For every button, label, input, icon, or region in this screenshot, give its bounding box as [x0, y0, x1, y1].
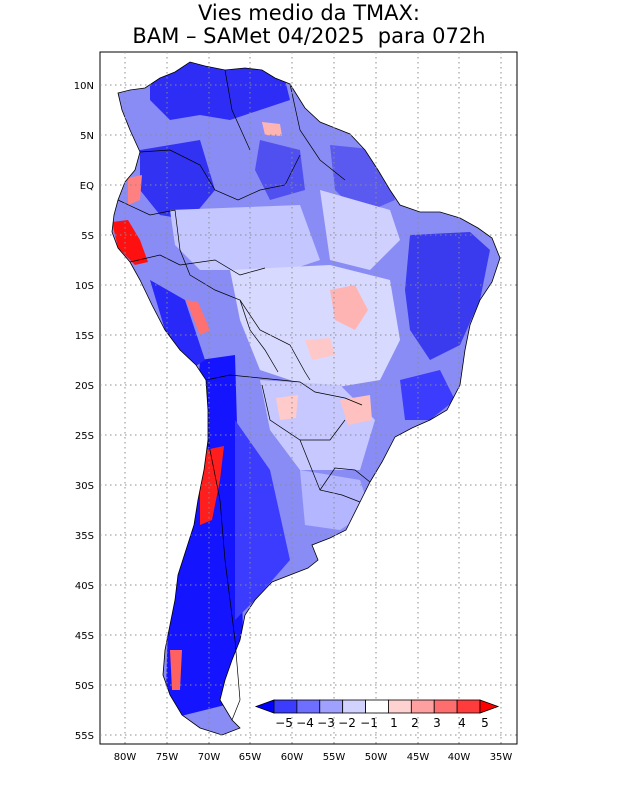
colorbar-box: [388, 699, 412, 714]
lon-tick-75w: 75W: [156, 752, 179, 763]
colorbar-label-p4: 4: [458, 716, 466, 730]
colorbar-label-m1: −1: [360, 716, 378, 730]
colorbar-label-p5: 5: [481, 716, 489, 730]
lon-tick-35w: 35W: [490, 752, 513, 763]
lon-tick-65w: 65W: [239, 752, 262, 763]
lat-tick-10n: 10N: [74, 81, 94, 92]
lon-tick-70w: 70W: [198, 752, 221, 763]
lat-tick-15s: 15S: [75, 331, 94, 342]
lat-tick-eq: EQ: [80, 181, 94, 192]
lon-tick-labels: 80W 75W 70W 65W 60W 55W 50W 45W 40W 35W: [114, 752, 513, 763]
colorbar-box: [296, 699, 321, 714]
colorbar-labels: −5 −4 −3 −2 −1 1 2 3 4 5: [275, 716, 489, 730]
country-borders: [117, 69, 371, 721]
lon-tick-60w: 60W: [281, 752, 304, 763]
colorbar-label-m5: −5: [275, 716, 293, 730]
lat-tick-5s: 5S: [81, 231, 94, 242]
lat-tick-40s: 40S: [75, 581, 94, 592]
colorbar-box: [433, 699, 458, 714]
lon-tick-55w: 55W: [323, 752, 346, 763]
lat-tick-10s: 10S: [75, 281, 94, 292]
colorbar-label-p2: 2: [411, 716, 419, 730]
colorbar-box: [456, 699, 481, 714]
lat-tick-20s: 20S: [75, 381, 94, 392]
lon-tick-45w: 45W: [407, 752, 430, 763]
lat-tick-45s: 45S: [75, 631, 94, 642]
colorbar-label-m2: −2: [338, 716, 356, 730]
colorbar-label-p3: 3: [433, 716, 441, 730]
colorbar-box: [410, 699, 435, 714]
colorbar-label-p1: 1: [390, 716, 398, 730]
colorbar-label-m4: −4: [296, 716, 314, 730]
colorbar-box: [342, 699, 366, 714]
graticule: [100, 52, 517, 744]
lat-tick-labels: 10N 5N EQ 5S 10S 15S 20S 25S 30S 35S 40S…: [74, 81, 94, 742]
coastline: [111, 61, 501, 736]
lon-tick-40w: 40W: [448, 752, 471, 763]
colorbar-arrow-high: [479, 699, 500, 714]
title-line-2: BAM – SAMet 04/2025 para 072h: [132, 24, 486, 48]
lat-tick-55s: 55S: [75, 731, 94, 742]
map-title: Vies medio da TMAX: BAM – SAMet 04/2025 …: [0, 2, 618, 48]
colorbar-box: [273, 699, 298, 714]
lat-tick-35s: 35S: [75, 531, 94, 542]
colorbar-box: [365, 699, 389, 714]
colorbar-box: [319, 699, 344, 714]
lat-tick-30s: 30S: [75, 481, 94, 492]
colorbar: −5 −4 −3 −2 −1 1 2 3 4 5: [254, 699, 500, 730]
lat-tick-50s: 50S: [75, 681, 94, 692]
lat-tick-5n: 5N: [80, 131, 94, 142]
lon-tick-50w: 50W: [365, 752, 388, 763]
lon-tick-80w: 80W: [114, 752, 137, 763]
title-line-1: Vies medio da TMAX:: [198, 1, 420, 25]
colorbar-boxes: [254, 699, 500, 714]
lat-tick-25s: 25S: [75, 431, 94, 442]
colorbar-label-m3: −3: [317, 716, 335, 730]
